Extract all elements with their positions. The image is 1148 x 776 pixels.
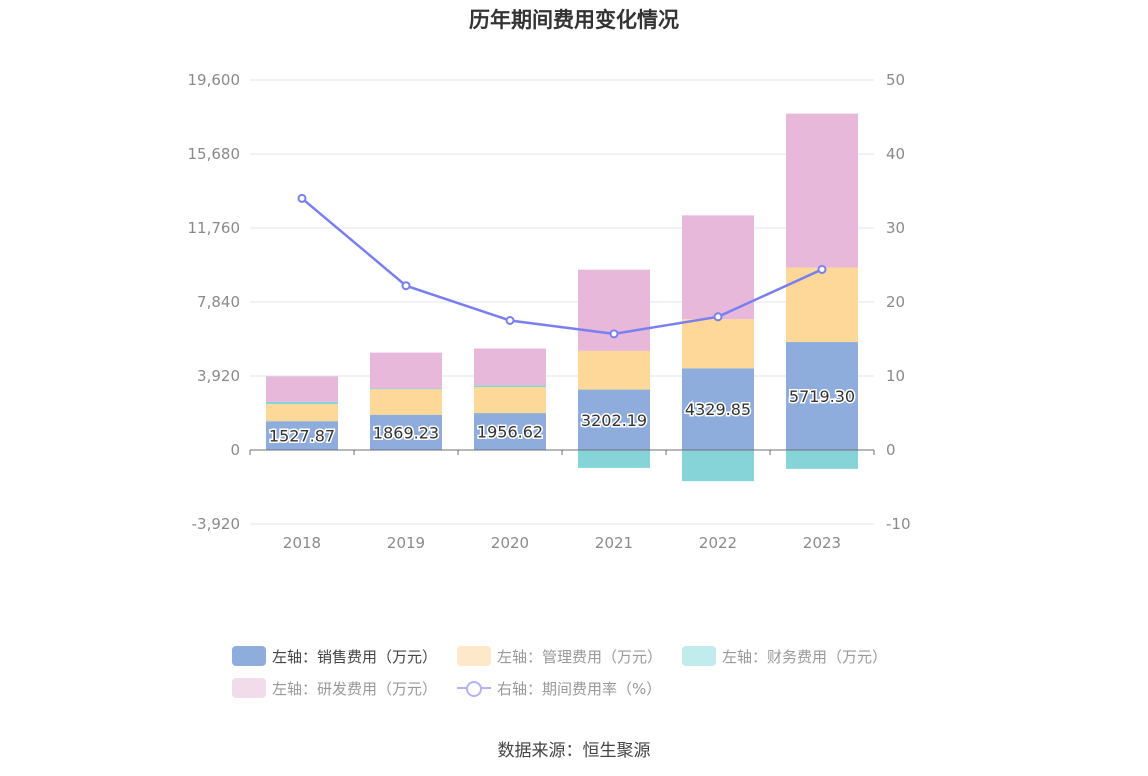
data-label-sales: 3202.19 [581, 411, 647, 430]
rate-point-2023 [817, 264, 827, 274]
left-tick-label: 0 [230, 441, 240, 459]
x-tick-label: 2018 [283, 534, 321, 552]
left-tick-label: 19,600 [188, 71, 241, 89]
legend-label-sales: 左轴：销售费用（万元） [272, 647, 438, 666]
bar-1-2022 [682, 319, 754, 369]
bar-1-2019 [370, 389, 442, 415]
left-tick-label: 11,760 [188, 219, 241, 237]
x-tick-label: 2022 [699, 534, 737, 552]
legend: 左轴：销售费用（万元） 左轴：管理费用（万元） 左轴：财务费用（万元） 左轴：研… [232, 640, 952, 704]
data-label-sales: 5719.30 [789, 387, 855, 406]
bar-3-2020 [474, 348, 546, 386]
legend-label-rnd: 左轴：研发费用（万元） [272, 679, 438, 698]
left-tick-label: 7,840 [197, 293, 240, 311]
legend-row-2: 左轴：研发费用（万元） 右轴：期间费用率（%） [232, 672, 952, 704]
bar-0-2018 [266, 421, 338, 450]
legend-label-admin: 左轴：管理费用（万元） [497, 647, 663, 666]
right-tick-label: -10 [886, 515, 911, 533]
rate-point-2020 [505, 316, 515, 325]
legend-swatch-sales [232, 646, 266, 666]
bar-2-2022 [682, 450, 754, 482]
legend-item-finance[interactable]: 左轴：财务费用（万元） [682, 646, 887, 667]
data-label-sales: 1527.87 [269, 427, 335, 446]
left-tick-label: 15,680 [188, 145, 241, 163]
bar-1-2020 [474, 387, 546, 414]
legend-swatch-finance [682, 646, 717, 666]
bar-1-2023 [786, 267, 858, 343]
x-tick-label: 2023 [803, 534, 841, 552]
left-tick-label: 3,920 [197, 367, 240, 385]
bar-0-2022 [682, 368, 754, 450]
right-tick-label: 50 [886, 71, 905, 89]
bar-3-2018 [266, 376, 338, 402]
rate-point-2022 [713, 312, 723, 322]
legend-item-admin[interactable]: 左轴：管理费用（万元） [457, 646, 662, 667]
legend-item-rate[interactable]: 右轴：期间费用率（%） [457, 678, 661, 699]
x-tick-label: 2021 [595, 534, 633, 552]
right-tick-label: 20 [886, 293, 905, 311]
chart-canvas: 19,600 50 15,680 40 11,760 30 7,840 20 3,920 10 0 0… [188, 71, 911, 552]
bar-2-2019 [370, 388, 442, 390]
bar-2-2018 [266, 401, 338, 405]
bar-0-2020 [474, 413, 546, 450]
bar-3-2019 [370, 352, 442, 389]
data-source: 数据来源：恒生聚源 [497, 741, 651, 761]
bar-3-2021 [578, 269, 650, 351]
data-label-sales: 4329.85 [685, 400, 751, 419]
legend-label-finance: 左轴：财务费用（万元） [722, 647, 888, 666]
bar-0-2023 [786, 342, 858, 450]
rate-point-2021 [609, 329, 619, 339]
right-tick-label: 40 [886, 145, 905, 163]
data-label-sales: 1869.23 [373, 423, 439, 442]
left-tick-label: -3,920 [192, 515, 240, 533]
legend-item-sales[interactable]: 左轴：销售费用（万元） [232, 646, 437, 667]
bar-0-2019 [370, 414, 442, 450]
bar-0-2021 [578, 389, 650, 450]
legend-swatch-rate [457, 678, 492, 698]
x-tick-label: 2020 [491, 534, 529, 552]
x-tick-label: 2019 [387, 534, 425, 552]
legend-swatch-rnd [232, 678, 266, 698]
bar-2-2020 [474, 385, 546, 388]
right-tick-label: 10 [886, 367, 905, 385]
right-tick-label: 0 [886, 441, 896, 459]
legend-row-1: 左轴：销售费用（万元） 左轴：管理费用（万元） 左轴：财务费用（万元） [232, 640, 952, 672]
rate-point-2019 [401, 281, 411, 291]
legend-item-rnd[interactable]: 左轴：研发费用（万元） [232, 678, 437, 699]
bar-1-2021 [578, 350, 650, 390]
legend-swatch-admin [457, 646, 492, 666]
rate-line [301, 197, 823, 336]
legend-label-rate: 右轴：期间费用率（%） [497, 679, 662, 698]
data-label-sales: 1956.62 [477, 423, 543, 442]
right-tick-label: 30 [886, 219, 905, 237]
bar-1-2018 [266, 404, 338, 422]
rate-point-2018 [297, 193, 307, 203]
bar-3-2023 [786, 113, 858, 268]
chart-title: 历年期间费用变化情况 [469, 8, 679, 32]
bar-3-2022 [682, 215, 754, 320]
bar-2-2021 [578, 450, 650, 468]
bar-2-2023 [786, 450, 858, 469]
